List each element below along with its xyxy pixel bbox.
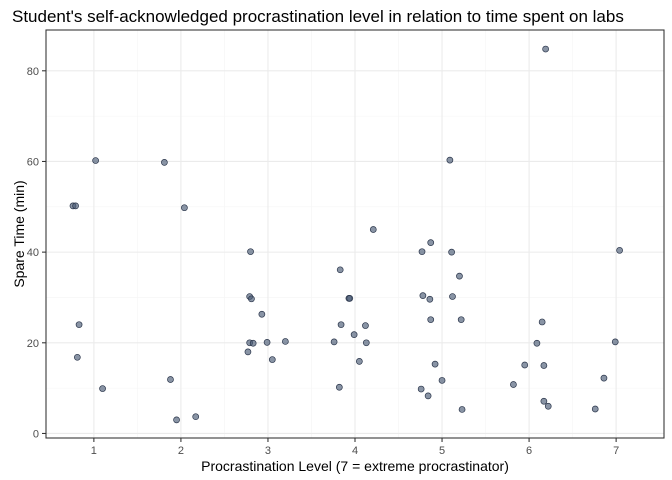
plot-panel [45,29,665,439]
x-axis: 1 2 3 4 5 6 7 [91,438,619,457]
data-point [346,295,354,302]
data-point [538,318,546,326]
data-point [540,362,548,369]
data-point [456,272,463,280]
data-point [521,361,529,369]
data-point [247,248,254,256]
data-point [533,339,541,347]
data-point [362,339,370,347]
y-axis: 0 20 40 60 80 [27,66,46,440]
data-point [438,377,446,384]
data-point [248,295,255,303]
data-point [192,413,200,421]
data-point [446,156,454,164]
data-point [427,239,435,246]
x-axis-title: Procrastination Level (7 = extreme procr… [201,458,509,474]
data-point [431,360,439,368]
data-point [330,338,338,346]
data-point [336,266,344,274]
data-point [258,310,266,318]
x-tick-label: 4 [352,445,358,457]
data-point [427,316,435,324]
x-tick-label: 2 [178,445,184,457]
data-point [449,293,456,300]
data-point [337,321,345,329]
data-point [540,397,548,405]
data-point [249,339,257,347]
x-tick-label: 1 [91,445,97,457]
data-point [448,248,455,256]
data-point [244,348,252,356]
data-point [417,385,425,393]
data-point [167,376,174,383]
data-point [92,157,99,164]
y-tick-label: 20 [27,338,39,350]
data-point [268,356,276,363]
y-tick-label: 60 [27,156,39,168]
data-point [616,246,623,254]
data-point [356,358,363,365]
data-point [591,405,599,413]
data-point [544,402,552,410]
data-point [263,338,271,346]
data-point [350,331,358,338]
x-tick-label: 7 [613,445,619,457]
data-point [161,159,168,166]
major-gridlines [46,30,664,438]
data-point [99,385,106,392]
data-point [424,392,432,400]
data-point [419,292,427,300]
y-tick-label: 40 [27,247,39,259]
x-tick-label: 6 [526,445,532,457]
data-point [282,338,289,345]
chart-title: Student's self-acknowledged procrastinat… [12,7,624,26]
data-point [181,204,188,212]
data-point [72,202,79,210]
data-point [510,381,517,388]
data-points [69,45,623,424]
y-axis-title: Spare Time (min) [11,180,27,287]
data-point [458,406,466,413]
x-tick-label: 5 [439,445,445,457]
data-point [73,353,81,361]
data-point [600,374,608,382]
y-tick-label: 0 [33,428,39,440]
data-point [75,321,83,329]
data-point [418,248,426,256]
data-point [426,295,434,303]
x-tick-label: 3 [265,445,271,457]
data-point [457,316,465,324]
data-point [369,226,377,233]
y-tick-label: 80 [27,66,39,78]
data-point [542,45,549,53]
data-point [335,383,343,391]
data-point [611,338,619,346]
data-point [173,416,180,424]
data-point [362,322,369,329]
